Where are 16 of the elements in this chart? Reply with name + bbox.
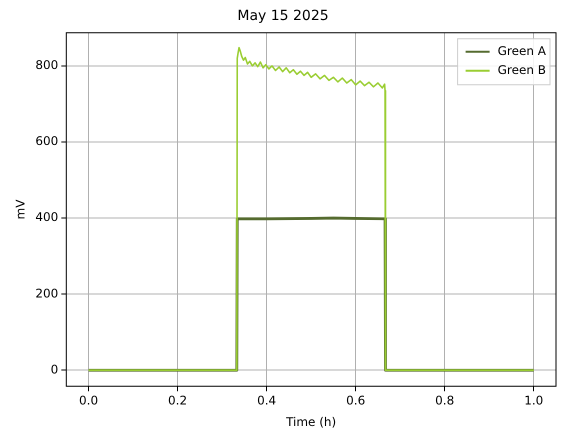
x-tick-label: 0.0 bbox=[79, 394, 98, 408]
x-tick-label: 0.4 bbox=[257, 394, 276, 408]
y-tick-label: 400 bbox=[35, 210, 58, 224]
y-tick-label: 800 bbox=[35, 58, 58, 72]
x-tick-label: 1.0 bbox=[524, 394, 544, 408]
y-tick-label: 600 bbox=[35, 134, 58, 148]
y-tick-label: 200 bbox=[35, 286, 58, 300]
x-tick-label: 0.2 bbox=[168, 394, 188, 408]
legend-label: Green B bbox=[498, 62, 546, 77]
y-axis-title: mV bbox=[13, 198, 28, 220]
x-tick-label: 0.6 bbox=[346, 394, 366, 408]
x-tick-label: 0.8 bbox=[435, 394, 454, 408]
legend-label: Green A bbox=[498, 44, 547, 58]
x-axis-title: Time (h) bbox=[285, 414, 336, 429]
chart-title: May 15 2025 bbox=[237, 8, 329, 24]
y-tick-label: 0 bbox=[50, 362, 58, 376]
